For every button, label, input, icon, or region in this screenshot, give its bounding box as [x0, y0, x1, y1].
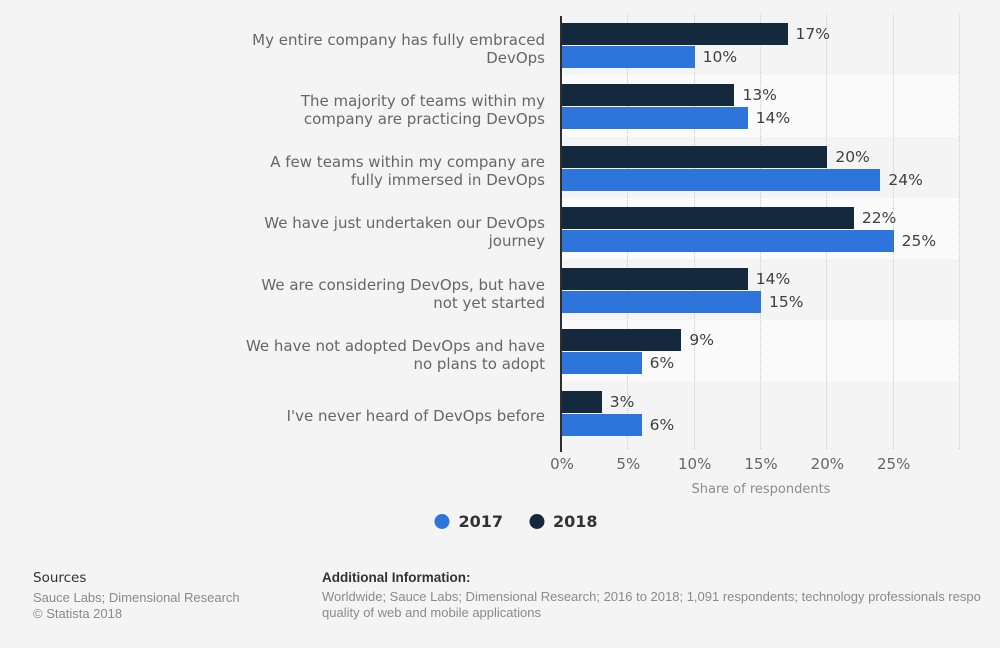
x-axis-title: Share of respondents	[691, 482, 831, 497]
bar-value-label: 3%	[609, 392, 635, 411]
bar-2017	[562, 168, 881, 191]
bar-2017	[562, 46, 695, 68]
bar-value-label: 9%	[689, 331, 714, 350]
bar-value-label: 13%	[742, 86, 777, 105]
bar-value-label: 14%	[755, 270, 791, 289]
legend-item-2017: 2017	[434, 512, 503, 531]
bar-value-label: 14%	[755, 109, 791, 128]
x-tick-label: 5%	[616, 455, 641, 473]
bar-value-label: 10%	[702, 48, 738, 66]
legend-swatch-icon	[434, 514, 450, 529]
bar-value-label: 25%	[901, 231, 937, 250]
legend-label: 2018	[553, 512, 598, 531]
footer-sources: Sources Sauce Labs; Dimensional Research…	[33, 570, 313, 621]
additional-information-text-line2: quality of web and mobile applications	[322, 604, 541, 620]
legend-swatch-icon	[529, 514, 544, 529]
y-axis-line	[560, 16, 562, 452]
bar-2017	[562, 413, 642, 436]
x-tick-label: 0%	[550, 455, 574, 473]
category-label: I've never heard of DevOps before	[286, 407, 545, 426]
statista-copyright: © Statista 2018	[33, 605, 123, 621]
bar-value-label: 17%	[795, 25, 830, 43]
bar-2017	[562, 352, 642, 375]
bar-2018	[562, 268, 748, 291]
additional-information-text-line1: Worldwide; Sauce Labs; Dimensional Resea…	[322, 589, 981, 604]
additional-information-title: Additional Information:	[322, 570, 471, 585]
sources-title: Sources	[33, 570, 87, 586]
bar-2018	[562, 145, 828, 168]
bar-value-label: 15%	[769, 293, 804, 312]
x-tick-label: 25%	[876, 455, 911, 473]
legend-label: 2017	[458, 512, 503, 531]
category-label: The majority of teams within my company …	[300, 91, 545, 128]
x-tick-label: 10%	[677, 455, 712, 473]
x-tick-label: 15%	[744, 455, 778, 473]
category-label: We have just undertaken our DevOps journ…	[264, 214, 545, 251]
chart-legend: 2017 2018	[434, 512, 598, 531]
bar-2018	[562, 23, 788, 45]
category-label: My entire company has fully embraced Dev…	[252, 30, 545, 67]
category-label: A few teams within my company are fully …	[270, 153, 545, 190]
bar-2018	[562, 329, 682, 352]
bar-2018	[562, 390, 602, 413]
bar-value-label: 22%	[861, 208, 897, 227]
legend-item-2018: 2018	[529, 512, 598, 531]
footer-additional-information: Additional Information: Worldwide; Sauce…	[322, 570, 1000, 620]
sources-text: Sauce Labs; Dimensional Research	[33, 590, 240, 605]
gridline	[959, 14, 960, 449]
bar-value-label: 6%	[649, 354, 675, 373]
category-label: We are considering DevOps, but have not …	[261, 275, 545, 312]
x-tick-label: 20%	[810, 455, 844, 473]
bar-2017	[562, 229, 894, 252]
bar-2018	[562, 206, 854, 229]
category-label: We have not adopted DevOps and have no p…	[245, 337, 545, 374]
bar-2017	[562, 107, 748, 130]
bar-2018	[562, 84, 735, 107]
bar-value-label: 6%	[649, 415, 675, 434]
category-labels: My entire company has fully embraced Dev…	[0, 14, 545, 443]
plot-area: 17% 10% 13% 14% 20% 24% 22% 25% 14% 15% 9% 6% 3% 6%	[562, 14, 960, 449]
bar-2017	[562, 291, 761, 314]
bar-value-label: 24%	[888, 170, 923, 189]
x-axis-ticks: 0% 5% 10% 15% 20% 25%	[550, 455, 960, 473]
bar-value-label: 20%	[835, 147, 870, 166]
